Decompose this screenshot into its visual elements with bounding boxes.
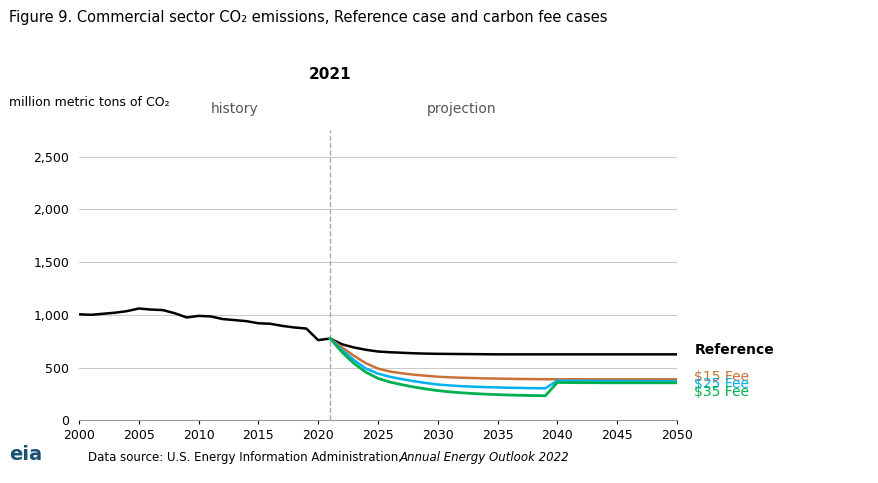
Text: million metric tons of CO₂: million metric tons of CO₂	[9, 96, 169, 109]
Text: Annual Energy Outlook 2022: Annual Energy Outlook 2022	[399, 451, 569, 464]
Text: history: history	[211, 102, 258, 116]
Text: 2021: 2021	[308, 67, 351, 82]
Text: $25 Fee: $25 Fee	[694, 377, 749, 391]
Text: Reference: Reference	[694, 342, 774, 356]
Text: Figure 9. Commercial sector CO₂ emissions, Reference case and carbon fee cases: Figure 9. Commercial sector CO₂ emission…	[9, 10, 607, 25]
Text: Data source: U.S. Energy Information Administration,: Data source: U.S. Energy Information Adm…	[88, 451, 405, 464]
Text: $35 Fee: $35 Fee	[694, 385, 749, 399]
Text: $15 Fee: $15 Fee	[694, 370, 749, 384]
Text: projection: projection	[427, 102, 496, 116]
Text: eia: eia	[9, 445, 42, 464]
